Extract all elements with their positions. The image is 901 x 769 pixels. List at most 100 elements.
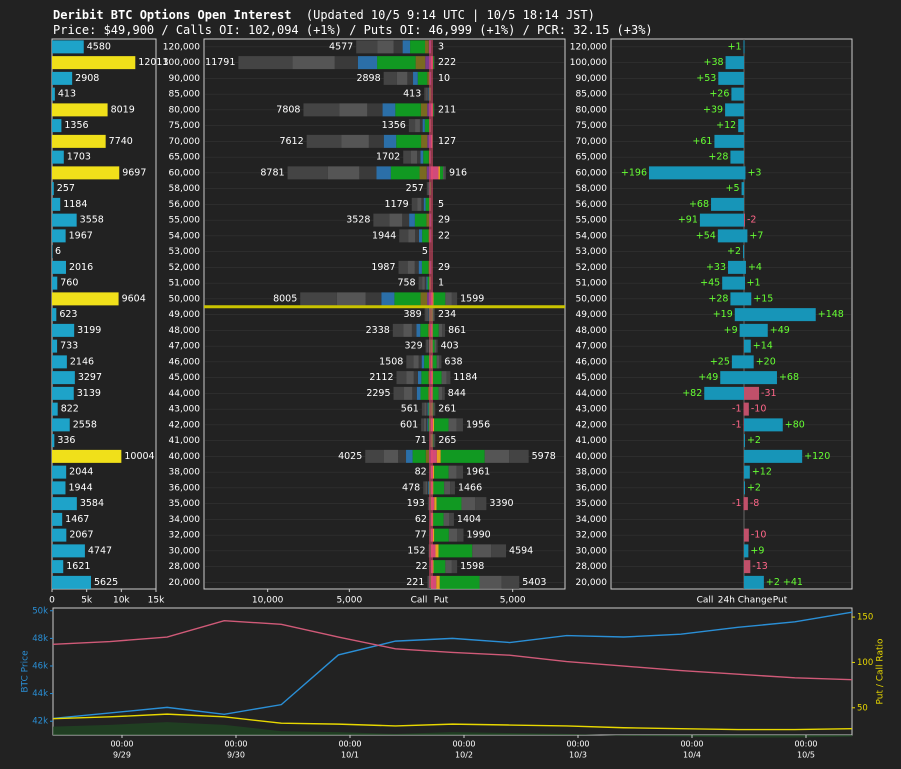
call-change-bar [738, 119, 744, 133]
put-oi-bar [449, 512, 454, 526]
call-change-label: +28 [708, 293, 728, 304]
strike-label: 43,000 [169, 405, 201, 415]
y-tick-label-right: 50 [857, 703, 868, 713]
put-oi-bar [431, 166, 439, 180]
call-change-label: +91 [678, 215, 698, 226]
put-change-bar [744, 323, 768, 337]
put-oi-bar [434, 528, 449, 542]
x-tick-label-date: 9/30 [227, 751, 245, 760]
put-oi-label: 1598 [460, 561, 484, 572]
call-oi-label: 193 [407, 498, 425, 509]
call-oi-label: 413 [403, 89, 421, 100]
x-tick-label-date: 10/2 [455, 751, 473, 760]
call-oi-bar [377, 56, 416, 70]
total-oi-label: 760 [60, 278, 78, 289]
call-oi-bar [396, 134, 422, 148]
strike-label: 52,000 [169, 263, 201, 273]
put-oi-label: 1961 [466, 467, 490, 478]
strike-label: 32,000 [169, 531, 201, 541]
strike-label: 70,000 [169, 137, 201, 147]
total-oi-label: 3558 [80, 215, 104, 226]
put-change-bar [744, 308, 816, 322]
call-change-label: +25 [710, 356, 730, 367]
put-call-ratio-line [52, 713, 853, 731]
call-oi-bar [417, 71, 428, 85]
call-oi-bar [409, 213, 415, 227]
call-change-bar [728, 260, 744, 274]
strike-label: 90,000 [576, 74, 608, 84]
strike-label: 85,000 [576, 90, 608, 100]
total-oi-label: 1467 [65, 514, 89, 525]
center-strip [429, 40, 433, 588]
call-oi-bar [423, 418, 427, 432]
total-oi-bar [52, 182, 54, 196]
put-change-label: +12 [752, 467, 772, 478]
put-change-label: +80 [785, 419, 805, 430]
total-oi-label: 2146 [70, 356, 94, 367]
x-tick-label-time: 00:00 [338, 740, 361, 749]
call-oi-bar [406, 449, 413, 463]
total-oi-bar [52, 103, 108, 117]
call-oi-bar [415, 119, 420, 133]
total-oi-bar [52, 418, 70, 432]
put-oi-bar [457, 528, 464, 542]
put-change-label: -2 [747, 215, 756, 226]
x-tick-label-time: 00:00 [680, 740, 703, 749]
call-oi-label: 257 [406, 183, 424, 194]
put-oi-bar [435, 544, 439, 558]
put-change-bar [744, 213, 745, 227]
y-axis-label-btc-price: BTC Price [21, 650, 31, 693]
put-oi-label: 861 [448, 325, 466, 336]
put-oi-bar [432, 465, 435, 479]
strike-label: 52,000 [576, 263, 608, 273]
strike-label: 30,000 [169, 546, 201, 556]
call-oi-bar [367, 103, 383, 117]
put-oi-label: 1 [438, 278, 444, 289]
put-oi-bar [475, 497, 487, 511]
x-tick-label-date: 10/5 [797, 751, 815, 760]
call-oi-bar [425, 481, 428, 495]
put-change-label: +20 [756, 356, 776, 367]
put-oi-bar [436, 497, 462, 511]
call-oi-label: 329 [404, 341, 422, 352]
call-change-bar [725, 56, 744, 70]
call-oi-label: 1944 [372, 230, 396, 241]
call-oi-bar [365, 292, 382, 306]
total-oi-bar [52, 260, 66, 274]
put-change-bar [744, 371, 777, 385]
call-oi-bar [412, 386, 417, 400]
call-oi-bar [423, 150, 429, 164]
put-change-bar [744, 386, 760, 400]
call-oi-bar [402, 213, 410, 227]
call-oi-label: 389 [404, 309, 422, 320]
put-oi-bar [439, 166, 443, 180]
put-change-label: +148 [818, 309, 844, 320]
put-change-label: +2 [747, 435, 761, 446]
strike-label: 42,000 [169, 420, 201, 430]
call-oi-bar [393, 386, 405, 400]
put-change-label: +4 [748, 262, 762, 273]
put-oi-bar [434, 497, 437, 511]
put-change-bar [744, 497, 748, 511]
x-axis-label-call: Call [697, 596, 714, 606]
call-oi-bar [426, 308, 428, 322]
strike-label: 90,000 [169, 74, 201, 84]
call-oi-bar [287, 166, 328, 180]
call-oi-label: 2295 [366, 388, 390, 399]
strike-label: 44,000 [576, 389, 608, 399]
strike-label: 35,000 [576, 499, 608, 509]
total-oi-bar [52, 544, 85, 558]
call-oi-bar [427, 575, 429, 589]
put-oi-bar [431, 544, 436, 558]
call-change-bar [649, 166, 744, 180]
call-oi-bar [408, 229, 416, 243]
total-oi-bar [52, 512, 63, 526]
call-oi-bar [427, 87, 429, 101]
call-change-label: +19 [713, 309, 733, 320]
call-change-label: +45 [700, 278, 720, 289]
strike-label: 56,000 [576, 200, 608, 210]
strike-label: 40,000 [576, 452, 608, 462]
put-oi-bar [501, 575, 520, 589]
call-oi-label: 758 [397, 278, 415, 289]
strike-label: 30,000 [576, 546, 608, 556]
